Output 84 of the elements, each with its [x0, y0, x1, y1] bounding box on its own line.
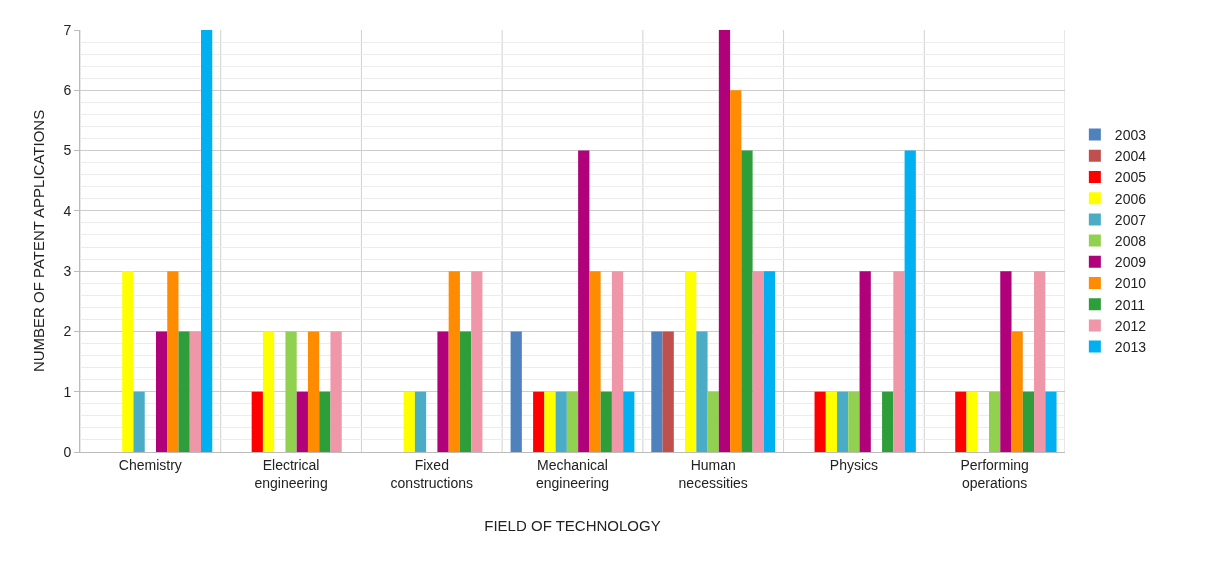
- y-tick-label: 2: [63, 323, 72, 340]
- bar: [533, 391, 545, 452]
- x-axis-title: FIELD OF TECHNOLOGY: [484, 517, 661, 534]
- legend-label: 2012: [1114, 317, 1147, 334]
- bar: [651, 331, 663, 452]
- bar: [544, 391, 556, 452]
- bar: [319, 391, 331, 452]
- bar: [623, 391, 635, 452]
- x-tick-label: Chemistry: [118, 456, 182, 473]
- legend-label: 2009: [1114, 254, 1147, 271]
- legend-label: 2013: [1114, 339, 1147, 356]
- bar: [859, 271, 871, 452]
- bar: [752, 271, 764, 452]
- bar: [611, 271, 624, 452]
- legend-label: 2007: [1114, 211, 1147, 228]
- x-tick-label: Performing operations: [960, 456, 1029, 491]
- bar: [122, 271, 134, 452]
- bar: [1034, 271, 1046, 452]
- y-tick-label: 3: [63, 263, 72, 280]
- bar: [955, 391, 967, 452]
- bar: [1000, 271, 1012, 452]
- bar: [459, 331, 472, 452]
- bar: [1011, 331, 1023, 452]
- bar: [904, 150, 916, 452]
- legend-label: 2010: [1114, 275, 1147, 292]
- legend-label: 2003: [1114, 127, 1147, 144]
- bar: [989, 391, 1001, 452]
- bar: [437, 331, 449, 452]
- bar: [1045, 391, 1057, 452]
- bar: [685, 271, 697, 452]
- y-tick-label: 5: [63, 142, 72, 159]
- bar: [178, 331, 190, 452]
- bar: [296, 391, 308, 452]
- bar: [285, 331, 297, 452]
- bar: [555, 391, 567, 452]
- x-tick-label: Electrical engineering: [254, 456, 328, 491]
- y-tick-label: 1: [63, 383, 72, 400]
- bar: [403, 391, 415, 452]
- x-tick-label: Human necessities: [678, 456, 748, 491]
- bar: [825, 391, 838, 452]
- legend-label: 2008: [1114, 233, 1147, 250]
- y-tick-label: 6: [63, 82, 72, 99]
- bar: [662, 331, 674, 452]
- bar: [600, 391, 612, 452]
- y-tick-label: 4: [63, 202, 72, 219]
- y-axis-title: NUMBER OF PATENT APPLICATIONS: [29, 109, 47, 373]
- bar: [893, 271, 905, 452]
- bar: [882, 391, 894, 452]
- legend-label: 2011: [1114, 296, 1146, 313]
- y-tick-label: 7: [63, 21, 72, 38]
- bar: [566, 391, 579, 452]
- x-tick-label: Fixed constructions: [390, 456, 474, 491]
- bar: [189, 331, 202, 452]
- bar: [510, 331, 522, 452]
- x-tick-label: Mechanical engineering: [535, 456, 610, 491]
- x-tick-label: Physics: [829, 456, 879, 473]
- legend-label: 2005: [1114, 169, 1147, 186]
- bar: [155, 331, 168, 452]
- legend-label: 2004: [1114, 148, 1147, 165]
- bar: [763, 271, 776, 452]
- bar: [966, 391, 978, 452]
- bar: [448, 271, 460, 452]
- bar: [133, 391, 145, 452]
- bar: [167, 271, 179, 452]
- bar: [201, 30, 213, 452]
- bar: [741, 150, 753, 452]
- bar: [471, 271, 483, 452]
- bar: [330, 331, 342, 452]
- bar: [262, 331, 275, 452]
- bar: [307, 331, 320, 452]
- bar: [251, 391, 263, 452]
- bar: [814, 391, 826, 452]
- bar: [718, 30, 731, 452]
- y-tick-label: 0: [63, 443, 72, 460]
- legend-label: 2006: [1114, 190, 1147, 207]
- bar: [1022, 391, 1035, 452]
- bar: [707, 391, 719, 452]
- bar: [837, 391, 849, 452]
- bar: [578, 150, 590, 452]
- bar: [696, 331, 708, 452]
- bar: [414, 391, 427, 452]
- bar: [730, 90, 742, 452]
- bar: [589, 271, 601, 452]
- bar: [848, 391, 860, 452]
